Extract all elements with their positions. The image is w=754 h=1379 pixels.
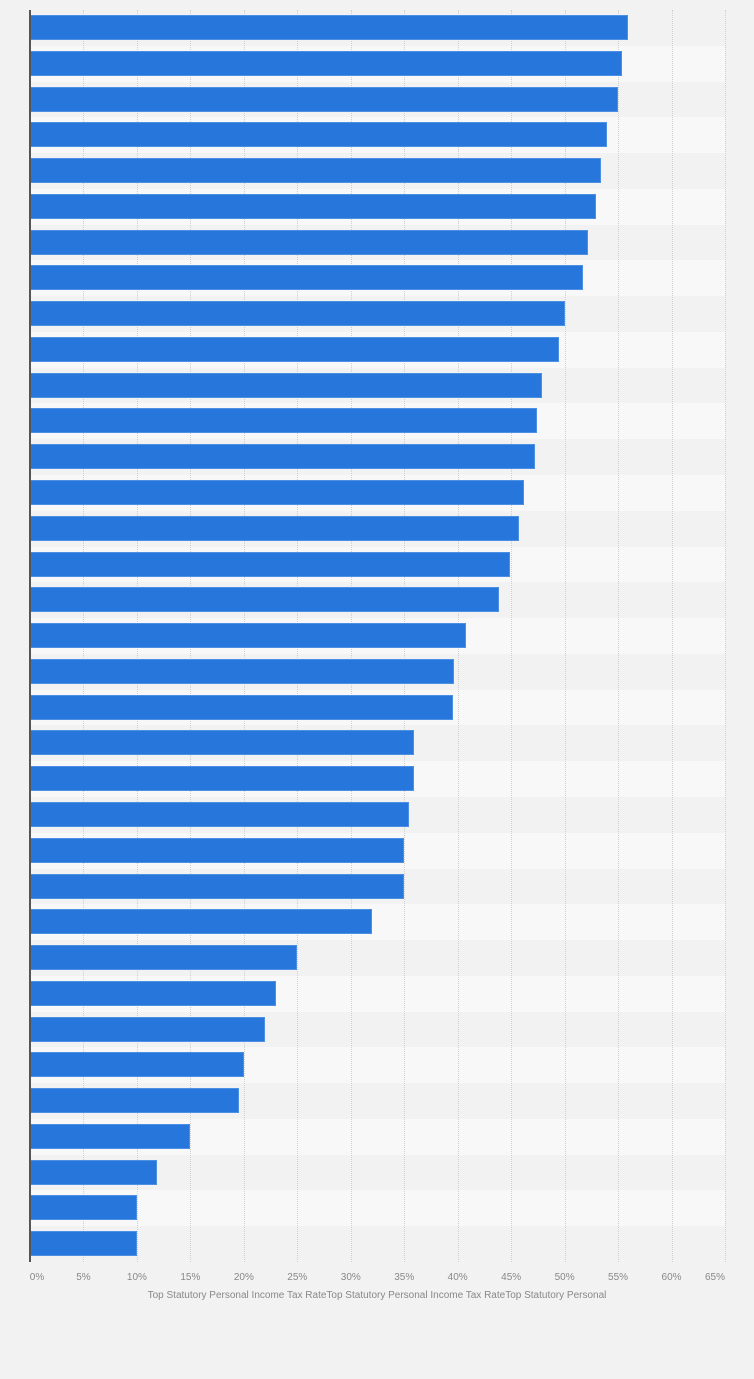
x-axis-title: Top Statutory Personal Income Tax RateTo… bbox=[147, 1290, 607, 1301]
x-tick-label: 25% bbox=[287, 1272, 308, 1283]
bar[interactable] bbox=[30, 408, 537, 434]
x-tick-label: 50% bbox=[554, 1272, 575, 1283]
x-tick-label: 30% bbox=[340, 1272, 361, 1283]
x-tick-label: 20% bbox=[233, 1272, 254, 1283]
plot-band bbox=[30, 1226, 725, 1262]
bar[interactable] bbox=[30, 301, 565, 327]
x-tick-label: 10% bbox=[126, 1272, 147, 1283]
y-axis-line bbox=[29, 10, 31, 1262]
bar[interactable] bbox=[30, 480, 524, 506]
x-tick-label: 15% bbox=[180, 1272, 201, 1283]
bar[interactable] bbox=[30, 193, 596, 219]
x-tick-label: 55% bbox=[608, 1272, 629, 1283]
gridline bbox=[564, 10, 566, 1262]
bar[interactable] bbox=[30, 86, 619, 112]
bar[interactable] bbox=[30, 515, 519, 541]
gridline bbox=[511, 10, 513, 1262]
bar[interactable] bbox=[30, 1231, 137, 1257]
bar[interactable] bbox=[30, 909, 373, 935]
gridline bbox=[618, 10, 620, 1262]
bar[interactable] bbox=[30, 1088, 239, 1114]
x-tick-label: 35% bbox=[394, 1272, 415, 1283]
bar[interactable] bbox=[30, 1195, 137, 1221]
bar[interactable] bbox=[30, 694, 454, 720]
bar[interactable] bbox=[30, 1052, 244, 1078]
bar[interactable] bbox=[30, 837, 405, 863]
plot-band bbox=[30, 1190, 725, 1227]
bar[interactable] bbox=[30, 50, 623, 76]
x-tick-label: 5% bbox=[76, 1272, 91, 1283]
bar[interactable] bbox=[30, 158, 601, 184]
x-tick-label: 65% bbox=[704, 1272, 726, 1283]
bar[interactable] bbox=[30, 1016, 266, 1042]
x-tick-label: 45% bbox=[501, 1272, 522, 1283]
bar[interactable] bbox=[30, 15, 628, 40]
gridline bbox=[671, 10, 673, 1262]
bar[interactable] bbox=[30, 336, 560, 362]
bar[interactable] bbox=[30, 1159, 158, 1185]
gridline bbox=[725, 10, 726, 1262]
bar[interactable] bbox=[30, 229, 589, 255]
bar[interactable] bbox=[30, 623, 467, 649]
bar[interactable] bbox=[30, 444, 535, 470]
bar[interactable] bbox=[30, 265, 583, 291]
x-tick-label: 60% bbox=[661, 1272, 682, 1283]
bar[interactable] bbox=[30, 945, 298, 971]
bar[interactable] bbox=[30, 801, 409, 827]
x-tick-label: 40% bbox=[447, 1272, 468, 1283]
bar[interactable] bbox=[30, 873, 405, 899]
bar[interactable] bbox=[30, 658, 455, 684]
x-tick-label: 0% bbox=[29, 1272, 45, 1283]
bar[interactable] bbox=[30, 980, 276, 1006]
bar[interactable] bbox=[30, 730, 414, 756]
bar[interactable] bbox=[30, 372, 543, 398]
bar[interactable] bbox=[30, 766, 414, 792]
bar[interactable] bbox=[30, 551, 511, 577]
bar[interactable] bbox=[30, 122, 608, 148]
bar[interactable] bbox=[30, 1123, 191, 1149]
bar[interactable] bbox=[30, 587, 500, 613]
